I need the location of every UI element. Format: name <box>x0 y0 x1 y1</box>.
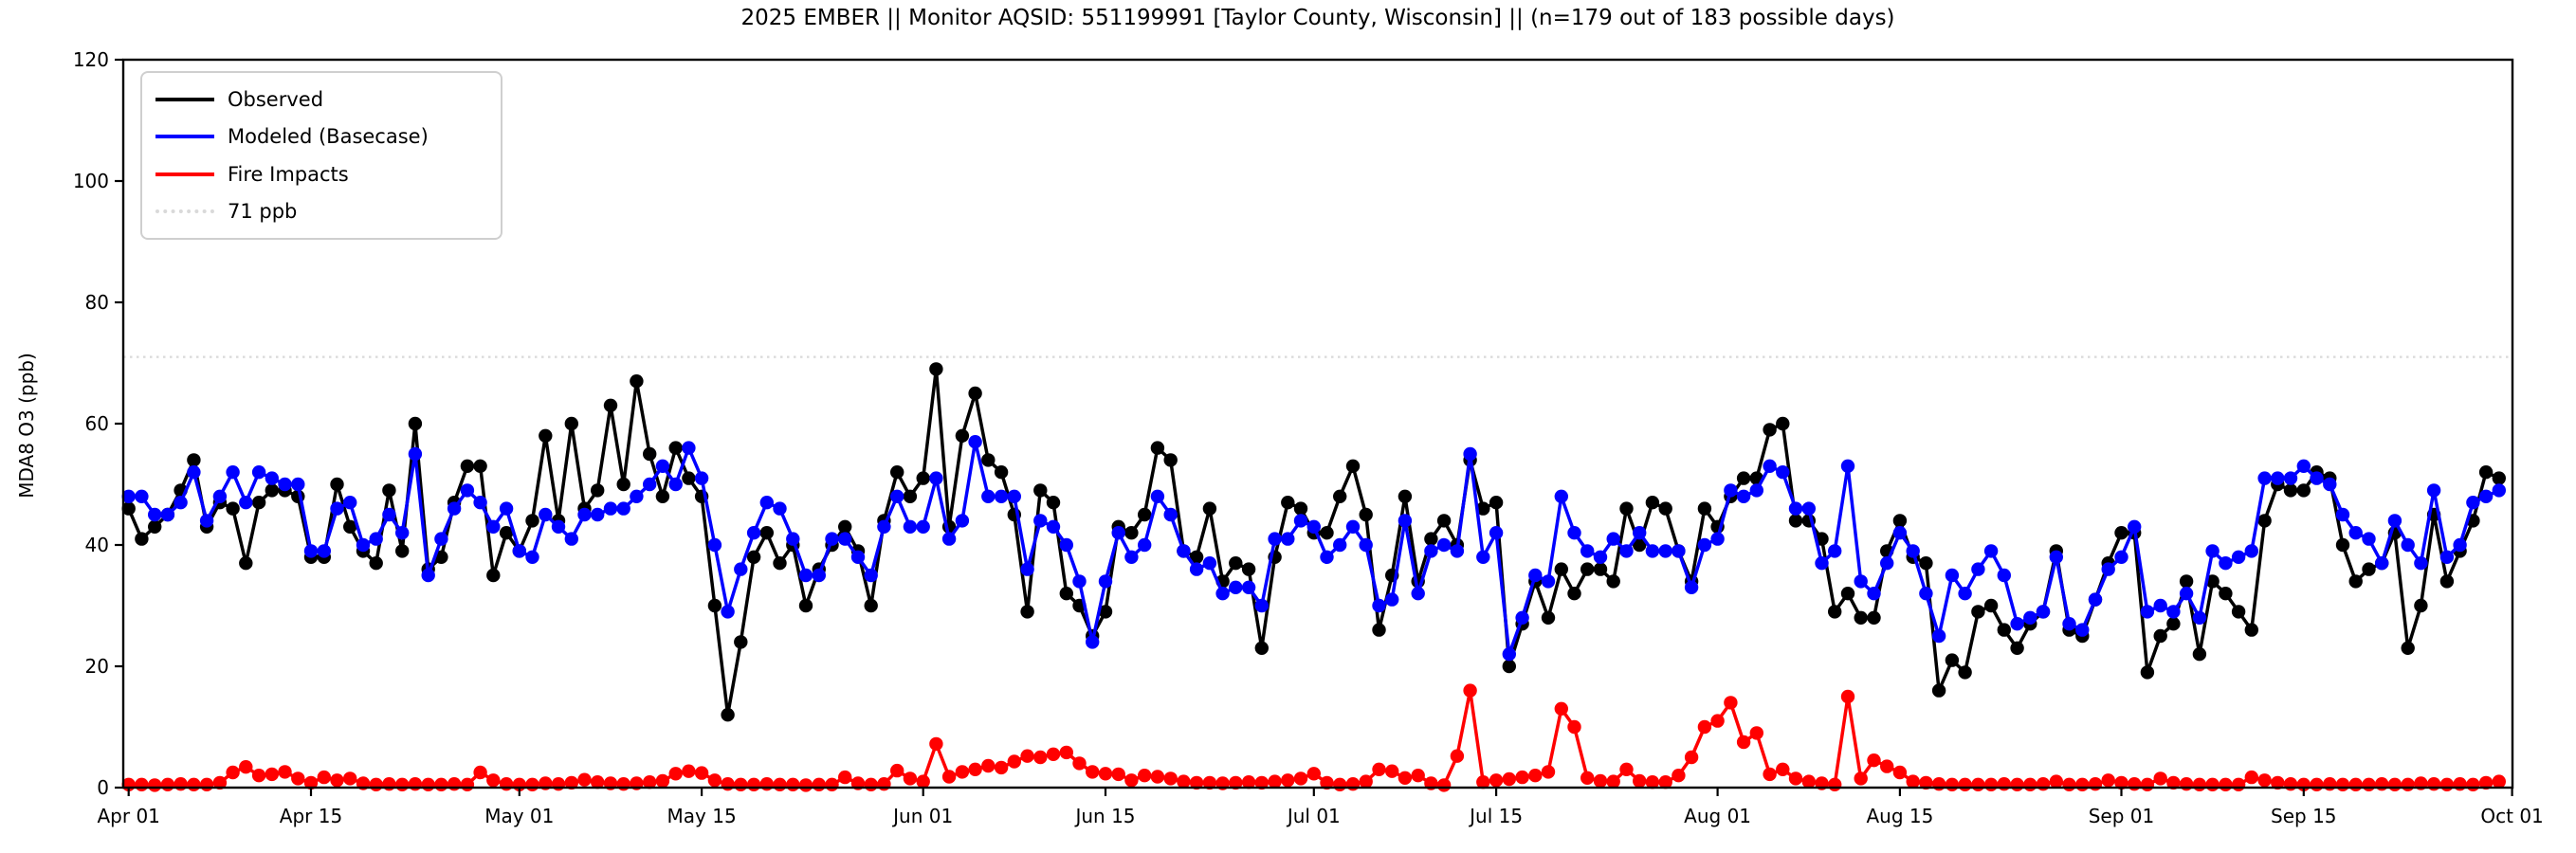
svg-text:Aug 01: Aug 01 <box>1684 805 1751 827</box>
svg-text:120: 120 <box>73 48 109 71</box>
legend: Observed Modeled (Basecase) Fire Impacts… <box>140 71 502 240</box>
legend-item-observed: Observed <box>155 88 501 111</box>
legend-label: Fire Impacts <box>228 162 349 186</box>
svg-text:20: 20 <box>85 655 109 678</box>
svg-text:Jul 01: Jul 01 <box>1286 805 1341 827</box>
svg-text:Sep 15: Sep 15 <box>2271 805 2337 827</box>
legend-label: Modeled (Basecase) <box>228 125 429 149</box>
legend-item-modeled: Modeled (Basecase) <box>155 125 501 148</box>
observed-points <box>121 362 2506 722</box>
svg-text:100: 100 <box>73 170 109 192</box>
svg-text:40: 40 <box>85 534 109 556</box>
chart-title: 2025 EMBER || Monitor AQSID: 551199991 [… <box>740 6 1895 30</box>
svg-text:May 01: May 01 <box>484 805 554 827</box>
svg-text:Apr 15: Apr 15 <box>280 805 342 827</box>
modeled-points <box>121 435 2506 662</box>
observed-line <box>127 367 2500 717</box>
x-ticks: Apr 01 Apr 15 May 01 May 15 Jun 01 Jun 15 Jul … <box>97 788 2544 827</box>
svg-text:Jun 15: Jun 15 <box>1073 805 1135 827</box>
threshold-line-swatch <box>155 209 214 214</box>
modeled-line-swatch <box>155 135 214 139</box>
fire-points <box>121 683 2506 792</box>
svg-text:80: 80 <box>85 291 109 314</box>
svg-text:Oct 01: Oct 01 <box>2480 805 2543 827</box>
svg-text:Sep 01: Sep 01 <box>2089 805 2155 827</box>
fire-line-swatch <box>155 172 214 176</box>
svg-text:May 15: May 15 <box>667 805 737 827</box>
legend-label: Observed <box>228 87 324 111</box>
svg-text:60: 60 <box>85 412 109 435</box>
legend-label: 71 ppb <box>228 200 298 224</box>
svg-text:Jun 01: Jun 01 <box>891 805 953 827</box>
svg-text:Apr 01: Apr 01 <box>97 805 159 827</box>
y-ticks: 0 20 40 60 80 100 120 <box>73 48 123 799</box>
svg-text:0: 0 <box>97 776 109 799</box>
legend-item-threshold: 71 ppb <box>155 200 501 223</box>
observed-line-swatch <box>155 97 214 101</box>
svg-text:Aug 15: Aug 15 <box>1866 805 1933 827</box>
legend-item-fire: Fire Impacts <box>155 163 501 186</box>
svg-text:Jul 15: Jul 15 <box>1468 805 1523 827</box>
